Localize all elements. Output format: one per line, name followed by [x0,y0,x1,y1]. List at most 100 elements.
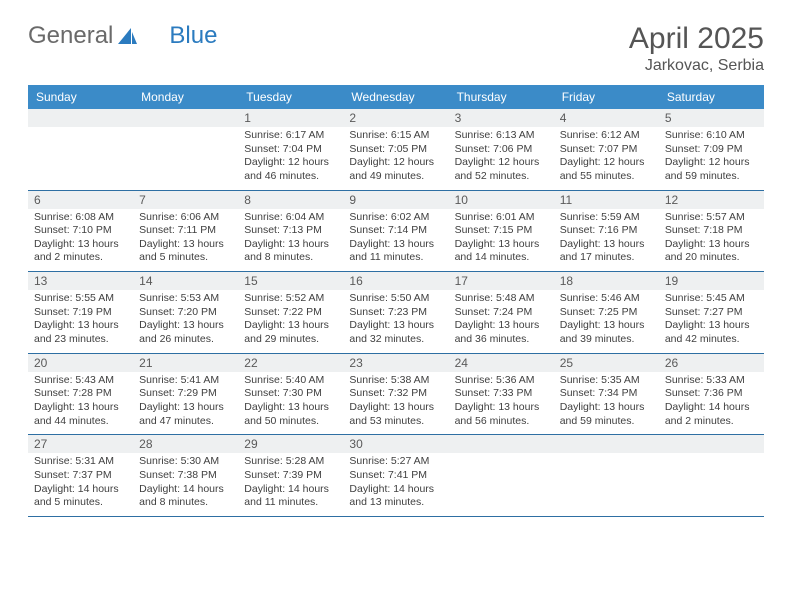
day-details: Sunrise: 6:06 AMSunset: 7:11 PMDaylight:… [133,209,238,268]
sunrise-text: Sunrise: 5:38 AM [349,374,442,388]
sunset-text: Sunset: 7:20 PM [139,306,232,320]
daylight-text: Daylight: 13 hours and 42 minutes. [665,319,758,346]
day-details: Sunrise: 5:28 AMSunset: 7:39 PMDaylight:… [238,453,343,512]
weekday-header-row: SundayMondayTuesdayWednesdayThursdayFrid… [28,85,764,109]
daylight-text: Daylight: 13 hours and 26 minutes. [139,319,232,346]
day-cell: 1Sunrise: 6:17 AMSunset: 7:04 PMDaylight… [238,109,343,190]
day-details: Sunrise: 6:12 AMSunset: 7:07 PMDaylight:… [554,127,659,186]
sunrise-text: Sunrise: 5:46 AM [560,292,653,306]
sunset-text: Sunset: 7:15 PM [455,224,548,238]
page-subtitle: Jarkovac, Serbia [629,57,764,75]
daylight-text: Daylight: 13 hours and 50 minutes. [244,401,337,428]
day-number: 8 [238,191,343,209]
day-details: Sunrise: 5:38 AMSunset: 7:32 PMDaylight:… [343,372,448,431]
sunset-text: Sunset: 7:05 PM [349,143,442,157]
day-number: 29 [238,435,343,453]
sunrise-text: Sunrise: 5:53 AM [139,292,232,306]
sunrise-text: Sunrise: 5:52 AM [244,292,337,306]
sunset-text: Sunset: 7:13 PM [244,224,337,238]
day-number: 26 [659,354,764,372]
day-details: Sunrise: 5:41 AMSunset: 7:29 PMDaylight:… [133,372,238,431]
daylight-text: Daylight: 12 hours and 49 minutes. [349,156,442,183]
week-row: 6Sunrise: 6:08 AMSunset: 7:10 PMDaylight… [28,191,764,273]
day-cell [28,109,133,190]
day-number: 7 [133,191,238,209]
sunrise-text: Sunrise: 5:48 AM [455,292,548,306]
weekday-header: Thursday [449,85,554,109]
day-number: 30 [343,435,448,453]
sunrise-text: Sunrise: 6:12 AM [560,129,653,143]
sunset-text: Sunset: 7:07 PM [560,143,653,157]
daylight-text: Daylight: 13 hours and 17 minutes. [560,238,653,265]
sunset-text: Sunset: 7:14 PM [349,224,442,238]
day-number: 18 [554,272,659,290]
day-details: Sunrise: 5:31 AMSunset: 7:37 PMDaylight:… [28,453,133,512]
day-number: 24 [449,354,554,372]
day-number: 9 [343,191,448,209]
day-details: Sunrise: 5:27 AMSunset: 7:41 PMDaylight:… [343,453,448,512]
day-cell: 5Sunrise: 6:10 AMSunset: 7:09 PMDaylight… [659,109,764,190]
day-number: 14 [133,272,238,290]
sunrise-text: Sunrise: 5:45 AM [665,292,758,306]
day-number: 2 [343,109,448,127]
daylight-text: Daylight: 13 hours and 36 minutes. [455,319,548,346]
daylight-text: Daylight: 14 hours and 13 minutes. [349,483,442,510]
day-cell: 29Sunrise: 5:28 AMSunset: 7:39 PMDayligh… [238,435,343,516]
day-number: 11 [554,191,659,209]
daylight-text: Daylight: 14 hours and 2 minutes. [665,401,758,428]
day-number: 16 [343,272,448,290]
sunset-text: Sunset: 7:41 PM [349,469,442,483]
day-number [133,109,238,127]
day-number: 12 [659,191,764,209]
day-cell: 3Sunrise: 6:13 AMSunset: 7:06 PMDaylight… [449,109,554,190]
day-number: 17 [449,272,554,290]
sunset-text: Sunset: 7:23 PM [349,306,442,320]
weekday-header: Tuesday [238,85,343,109]
day-cell: 22Sunrise: 5:40 AMSunset: 7:30 PMDayligh… [238,354,343,435]
daylight-text: Daylight: 13 hours and 8 minutes. [244,238,337,265]
daylight-text: Daylight: 13 hours and 2 minutes. [34,238,127,265]
day-number: 6 [28,191,133,209]
sunrise-text: Sunrise: 6:06 AM [139,211,232,225]
logo-sail-icon [117,26,139,46]
sunrise-text: Sunrise: 6:01 AM [455,211,548,225]
sunrise-text: Sunrise: 5:30 AM [139,455,232,469]
weekday-header: Sunday [28,85,133,109]
day-details: Sunrise: 6:08 AMSunset: 7:10 PMDaylight:… [28,209,133,268]
page-title: April 2025 [629,22,764,55]
daylight-text: Daylight: 13 hours and 14 minutes. [455,238,548,265]
sunset-text: Sunset: 7:34 PM [560,387,653,401]
page: General Blue April 2025 Jarkovac, Serbia… [0,0,792,539]
day-cell: 20Sunrise: 5:43 AMSunset: 7:28 PMDayligh… [28,354,133,435]
day-cell: 30Sunrise: 5:27 AMSunset: 7:41 PMDayligh… [343,435,448,516]
daylight-text: Daylight: 13 hours and 11 minutes. [349,238,442,265]
daylight-text: Daylight: 13 hours and 5 minutes. [139,238,232,265]
day-number: 20 [28,354,133,372]
day-details: Sunrise: 5:57 AMSunset: 7:18 PMDaylight:… [659,209,764,268]
day-cell: 10Sunrise: 6:01 AMSunset: 7:15 PMDayligh… [449,191,554,272]
day-cell: 9 Sunrise: 6:02 AMSunset: 7:14 PMDaylight… [343,191,448,272]
sunrise-text: Sunrise: 6:02 AM [349,211,442,225]
day-cell: 17Sunrise: 5:48 AMSunset: 7:24 PMDayligh… [449,272,554,353]
daylight-text: Daylight: 13 hours and 29 minutes. [244,319,337,346]
day-cell: 19Sunrise: 5:45 AMSunset: 7:27 PMDayligh… [659,272,764,353]
sunrise-text: Sunrise: 6:10 AM [665,129,758,143]
sunrise-text: Sunrise: 6:15 AM [349,129,442,143]
day-details: Sunrise: 6:10 AMSunset: 7:09 PMDaylight:… [659,127,764,186]
day-details: Sunrise: 6:17 AMSunset: 7:04 PMDaylight:… [238,127,343,186]
sunset-text: Sunset: 7:18 PM [665,224,758,238]
weekday-header: Saturday [659,85,764,109]
sunset-text: Sunset: 7:22 PM [244,306,337,320]
day-cell [133,109,238,190]
day-details: Sunrise: 6:13 AMSunset: 7:06 PMDaylight:… [449,127,554,186]
sunset-text: Sunset: 7:38 PM [139,469,232,483]
sunset-text: Sunset: 7:37 PM [34,469,127,483]
day-number: 25 [554,354,659,372]
day-number: 27 [28,435,133,453]
daylight-text: Daylight: 13 hours and 32 minutes. [349,319,442,346]
day-number: 4 [554,109,659,127]
day-number: 5 [659,109,764,127]
day-details: Sunrise: 5:36 AMSunset: 7:33 PMDaylight:… [449,372,554,431]
daylight-text: Daylight: 13 hours and 44 minutes. [34,401,127,428]
daylight-text: Daylight: 13 hours and 59 minutes. [560,401,653,428]
